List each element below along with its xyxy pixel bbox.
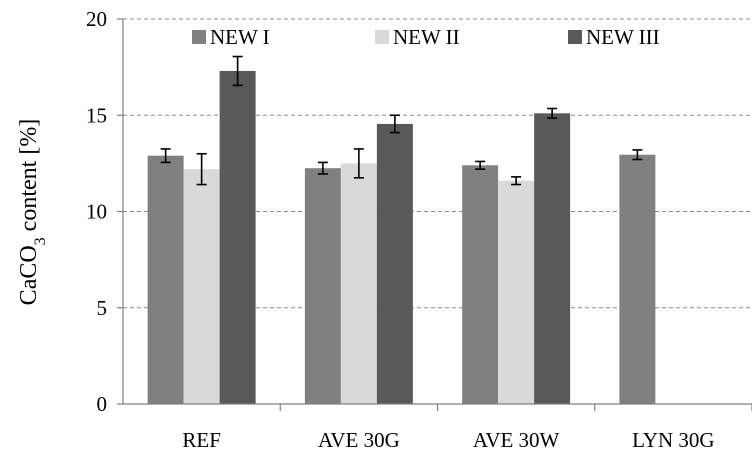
bar-new-ii-ref bbox=[183, 169, 220, 404]
x-category-label-ref: REF bbox=[182, 428, 221, 451]
legend-label: NEW III bbox=[586, 25, 660, 49]
legend-label: NEW II bbox=[393, 25, 460, 49]
bar-new-i-ave-30w bbox=[462, 165, 499, 404]
bar-new-iii-ave-30w bbox=[534, 113, 571, 404]
legend-label: NEW I bbox=[210, 25, 270, 49]
legend: NEW I NEW II NEW III bbox=[192, 25, 660, 49]
error-bar-new-i-ave-30w bbox=[475, 160, 486, 170]
error-bar-new-ii-ref bbox=[196, 152, 207, 186]
y-axis-label: CaCO3 content [%] bbox=[16, 119, 49, 306]
error-bars bbox=[160, 55, 643, 186]
error-bar-new-ii-ave-30w bbox=[511, 176, 522, 186]
legend-swatch bbox=[375, 30, 389, 44]
error-bar-new-ii-ave-30g bbox=[353, 148, 364, 179]
x-category-label-ave-30w: AVE 30W bbox=[473, 428, 560, 451]
legend-item-new-iii: NEW III bbox=[568, 25, 660, 49]
x-category-label-lyn-30g: LYN 30G bbox=[632, 428, 714, 451]
axes bbox=[117, 18, 752, 411]
bar-new-i-ave-30g bbox=[304, 168, 341, 404]
y-tick-label-15: 15 bbox=[86, 103, 107, 127]
y-tick-label-0: 0 bbox=[97, 392, 108, 416]
error-bar-new-iii-ave-30g bbox=[389, 114, 400, 134]
error-bar-new-i-ref bbox=[160, 148, 171, 164]
y-axis-label-suffix: content [%] bbox=[16, 119, 42, 238]
y-axis-label-subscript: 3 bbox=[32, 237, 49, 245]
bar-new-ii-ave-30g bbox=[340, 163, 377, 404]
bar-new-ii-ave-30w bbox=[498, 180, 535, 404]
tick-labels: 0 5 10 15 20 REF AVE 30G AVE 30W LYN 30G bbox=[86, 7, 715, 451]
y-tick-label-10: 10 bbox=[86, 200, 107, 224]
x-category-label-ave-30g: AVE 30G bbox=[318, 428, 400, 451]
y-axis-label-prefix: CaCO bbox=[16, 245, 42, 305]
error-bar-new-iii-ref bbox=[232, 55, 243, 87]
y-tick-label-5: 5 bbox=[97, 296, 108, 320]
error-bar-new-i-ave-30g bbox=[317, 161, 328, 175]
legend-swatch bbox=[192, 30, 206, 44]
bar-new-iii-ref bbox=[219, 70, 256, 404]
bar-new-iii-ave-30g bbox=[376, 123, 413, 404]
bar-new-i-ref bbox=[147, 155, 184, 404]
bar-new-i-lyn-30g bbox=[619, 154, 656, 404]
legend-item-new-ii: NEW II bbox=[375, 25, 460, 49]
y-tick-label-20: 20 bbox=[86, 7, 107, 31]
bars bbox=[147, 70, 656, 404]
legend-swatch bbox=[568, 30, 582, 44]
legend-item-new-i: NEW I bbox=[192, 25, 270, 49]
error-bar-new-iii-ave-30w bbox=[547, 107, 558, 119]
error-bar-new-i-lyn-30g bbox=[632, 149, 643, 161]
